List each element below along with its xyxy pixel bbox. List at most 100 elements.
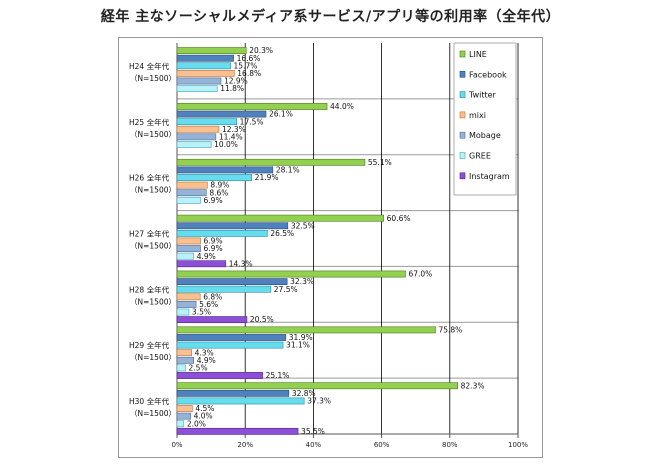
bar [176,420,185,428]
data-label: 27.5% [274,285,298,294]
bar [176,174,252,181]
data-label: 3.5% [192,308,211,317]
data-label: 17.5% [240,117,264,126]
legend-label: mixi [469,111,486,120]
legend-label: Instagram [469,172,510,181]
category-label: （N=1500） [130,409,176,418]
category-label: H26 全年代 [129,173,170,183]
legend-swatch [459,131,466,139]
category-label: H29 全年代 [129,340,170,350]
bar [176,412,191,420]
data-label: 6.9% [204,237,223,246]
data-label: 82.3% [461,381,485,390]
data-label: 2.5% [189,363,208,372]
data-label: 11.8% [220,84,244,93]
bar [176,397,305,405]
bar [176,47,247,54]
data-label: 32.3% [290,277,314,286]
data-label: 20.3% [249,46,273,55]
data-label: 55.1% [368,158,392,167]
bar [176,141,212,148]
category-label: （N=1500） [130,186,176,195]
bar [176,62,231,70]
bar [176,166,274,174]
bar [176,316,248,324]
data-label: 35.5% [301,427,325,436]
x-tick-label: 40% [306,441,322,449]
data-label: 31.1% [286,341,310,350]
chart-title: 経年 主なソーシャルメディア系サービス/アプリ等の利用率（全年代） [100,9,561,25]
bar [176,382,458,390]
x-tick-label: 60% [374,441,390,449]
data-label: 8.6% [209,188,228,197]
category-label: H28 全年代 [129,284,170,294]
category-label: （N=1500） [130,74,176,83]
category-label: H25 全年代 [129,117,170,127]
bar [176,229,268,237]
data-label: 15.7% [234,61,258,70]
bar [176,85,218,92]
data-label: 28.1% [276,166,300,175]
data-label: 31.9% [289,333,313,342]
data-label: 20.5% [250,315,274,324]
bar [176,301,197,308]
bar [176,125,220,133]
legend-label: Mobage [469,131,501,140]
legend-label: Twitter [468,91,497,100]
x-tick-label: 100% [508,441,528,449]
data-label: 21.9% [255,173,279,182]
bar [176,189,207,197]
legend-swatch [459,172,466,180]
legend-label: GREE [469,152,491,161]
bar [176,70,235,77]
bar [176,181,208,189]
data-label: 4.9% [197,356,216,365]
bar [176,260,227,268]
bar [176,118,237,126]
category-label: H24 全年代 [129,61,170,71]
legend-swatch [459,71,466,78]
bar [176,222,289,230]
category-label: H27 全年代 [129,229,170,239]
bar [176,158,366,166]
category-label: （N=1500） [130,130,176,139]
data-label: 32.5% [291,221,315,230]
bar [176,372,263,379]
bar [176,341,284,349]
data-label: 6.9% [204,196,223,205]
data-label: 4.5% [195,404,214,413]
data-label: 26.5% [270,229,294,238]
category-label: H30 全年代 [129,396,170,406]
data-label: 12.9% [224,77,248,86]
bar [176,252,195,260]
data-label: 8.9% [210,181,229,190]
bar [176,293,201,301]
data-label: 26.1% [269,110,293,119]
bar [176,54,234,62]
data-label: 16.8% [237,69,261,78]
data-label: 12.3% [222,125,246,134]
data-label: 5.6% [199,300,218,309]
bar [176,364,186,372]
bar [176,285,272,293]
data-label: 11.4% [219,132,243,141]
data-label: 2.0% [187,419,206,428]
legend-swatch [459,152,466,159]
bar [176,278,288,286]
bar [176,237,201,245]
bar [176,389,290,397]
legend-swatch [459,91,466,98]
legend [453,42,517,196]
data-label: 6.8% [203,292,222,301]
legend-label: LINE [469,50,487,59]
bar [176,326,436,334]
data-label: 14.3% [229,259,253,268]
bar [176,405,193,412]
bar [176,270,406,278]
x-tick-label: 80% [442,441,458,449]
bar [176,77,222,85]
x-tick-label: 20% [237,441,253,449]
category-label: （N=1500） [130,297,176,306]
legend-swatch [459,50,466,58]
